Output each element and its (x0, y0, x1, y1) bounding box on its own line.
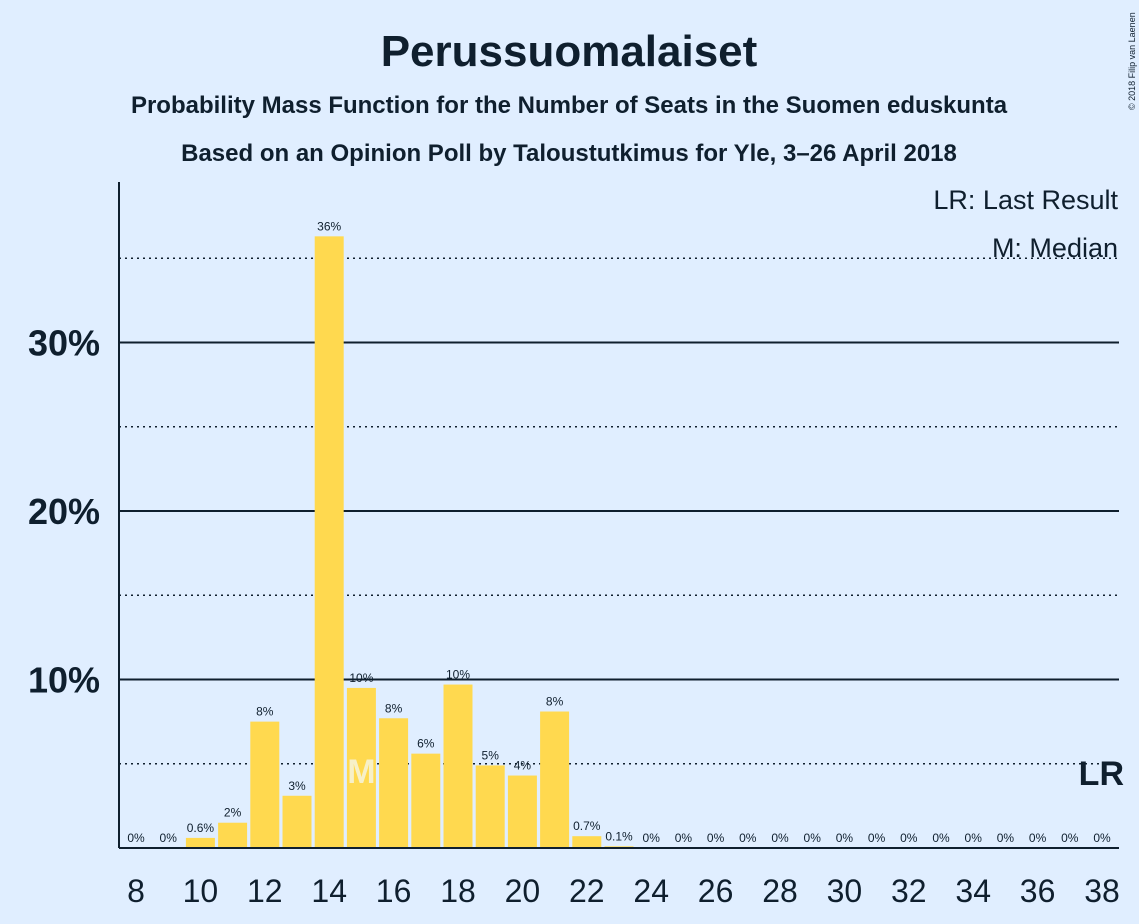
data-label-seats-35: 0% (997, 831, 1015, 845)
legend-last-result: LR: Last Result (933, 185, 1118, 215)
data-label-seats-31: 0% (868, 831, 886, 845)
x-tick-label: 34 (955, 873, 991, 909)
data-label-seats-16: 8% (385, 701, 403, 715)
bar-seats-22 (572, 836, 602, 848)
bar-seats-19 (475, 765, 505, 848)
data-label-seats-19: 5% (482, 748, 500, 762)
y-tick-label: 20% (28, 491, 100, 532)
data-label-seats-28: 0% (771, 831, 789, 845)
data-label-seats-30: 0% (836, 831, 854, 845)
bar-seats-10 (185, 837, 215, 848)
y-tick-labels: 10% 20% 30% (28, 323, 100, 701)
x-tick-label: 8 (127, 873, 145, 909)
data-label-seats-36: 0% (1029, 831, 1047, 845)
x-tick-label: 12 (247, 873, 283, 909)
bar-seats-11 (218, 822, 248, 848)
data-label-seats-38: 0% (1093, 831, 1111, 845)
data-label-seats-17: 6% (417, 737, 435, 751)
data-label-seats-27: 0% (739, 831, 757, 845)
x-tick-label: 18 (440, 873, 476, 909)
x-tick-label: 14 (311, 873, 347, 909)
x-tick-label: 16 (376, 873, 412, 909)
x-tick-label: 22 (569, 873, 605, 909)
x-tick-labels: 8 10 12 14 16 18 20 22 24 26 28 30 32 34 36 38 (127, 873, 1120, 909)
x-tick-label: 24 (633, 873, 669, 909)
data-label-seats-8: 0% (127, 831, 145, 845)
data-label-seats-24: 0% (643, 831, 661, 845)
chart-subtitle-1: Probability Mass Function for the Number… (131, 92, 1008, 119)
data-label-seats-25: 0% (675, 831, 693, 845)
bar-seats-18 (443, 684, 473, 848)
data-label-seats-37: 0% (1061, 831, 1079, 845)
data-label-seats-10: 0.6% (187, 821, 215, 835)
x-tick-label: 26 (698, 873, 734, 909)
gridlines (119, 257, 1119, 765)
x-tick-label: 30 (827, 873, 863, 909)
data-label-seats-11: 2% (224, 806, 242, 820)
bar-seats-12 (250, 721, 280, 848)
data-label-seats-21: 8% (546, 695, 564, 709)
bar-seats-20 (507, 775, 537, 848)
data-label-seats-22: 0.7% (573, 819, 601, 833)
y-tick-label: 30% (28, 323, 100, 364)
data-label-seats-12: 8% (256, 705, 274, 719)
bar-seats-14 (314, 236, 344, 849)
x-tick-label: 36 (1020, 873, 1056, 909)
data-label-seats-14: 36% (317, 219, 341, 233)
data-label-seats-18: 10% (446, 668, 470, 682)
data-label-seats-29: 0% (804, 831, 822, 845)
last-result-marker: LR (1079, 755, 1124, 793)
bar-seats-16 (379, 718, 409, 848)
data-labels: 0% 0% 0.6% 2% 8% 3% 36% 10% 8% 6% 10% 5% 4% 8% 0.7% 0.1… (127, 219, 1111, 845)
data-label-seats-9: 0% (160, 831, 178, 845)
data-label-seats-23: 0.1% (605, 829, 633, 843)
data-label-seats-33: 0% (932, 831, 950, 845)
copyright-note: © 2018 Filip van Laenen (1127, 12, 1137, 110)
data-label-seats-32: 0% (900, 831, 918, 845)
chart-title: Perussuomalaiset (381, 27, 758, 76)
median-marker: M (347, 753, 375, 791)
legend-median: M: Median (992, 233, 1118, 263)
x-tick-label: 38 (1084, 873, 1120, 909)
data-label-seats-20: 4% (514, 759, 532, 773)
y-tick-label: 10% (28, 660, 100, 701)
data-label-seats-34: 0% (965, 831, 983, 845)
x-tick-label: 10 (183, 873, 219, 909)
chart-subtitle-2: Based on an Opinion Poll by Taloustutkim… (181, 140, 957, 167)
data-label-seats-13: 3% (288, 779, 306, 793)
x-tick-label: 32 (891, 873, 927, 909)
data-label-seats-15: 10% (349, 671, 373, 685)
x-tick-label: 28 (762, 873, 798, 909)
bar-seats-17 (411, 753, 441, 848)
data-label-seats-26: 0% (707, 831, 725, 845)
x-tick-label: 20 (505, 873, 541, 909)
bars (185, 236, 634, 849)
bar-seats-13 (282, 795, 312, 848)
bar-seats-15 (346, 687, 376, 848)
bar-seats-21 (540, 711, 570, 848)
